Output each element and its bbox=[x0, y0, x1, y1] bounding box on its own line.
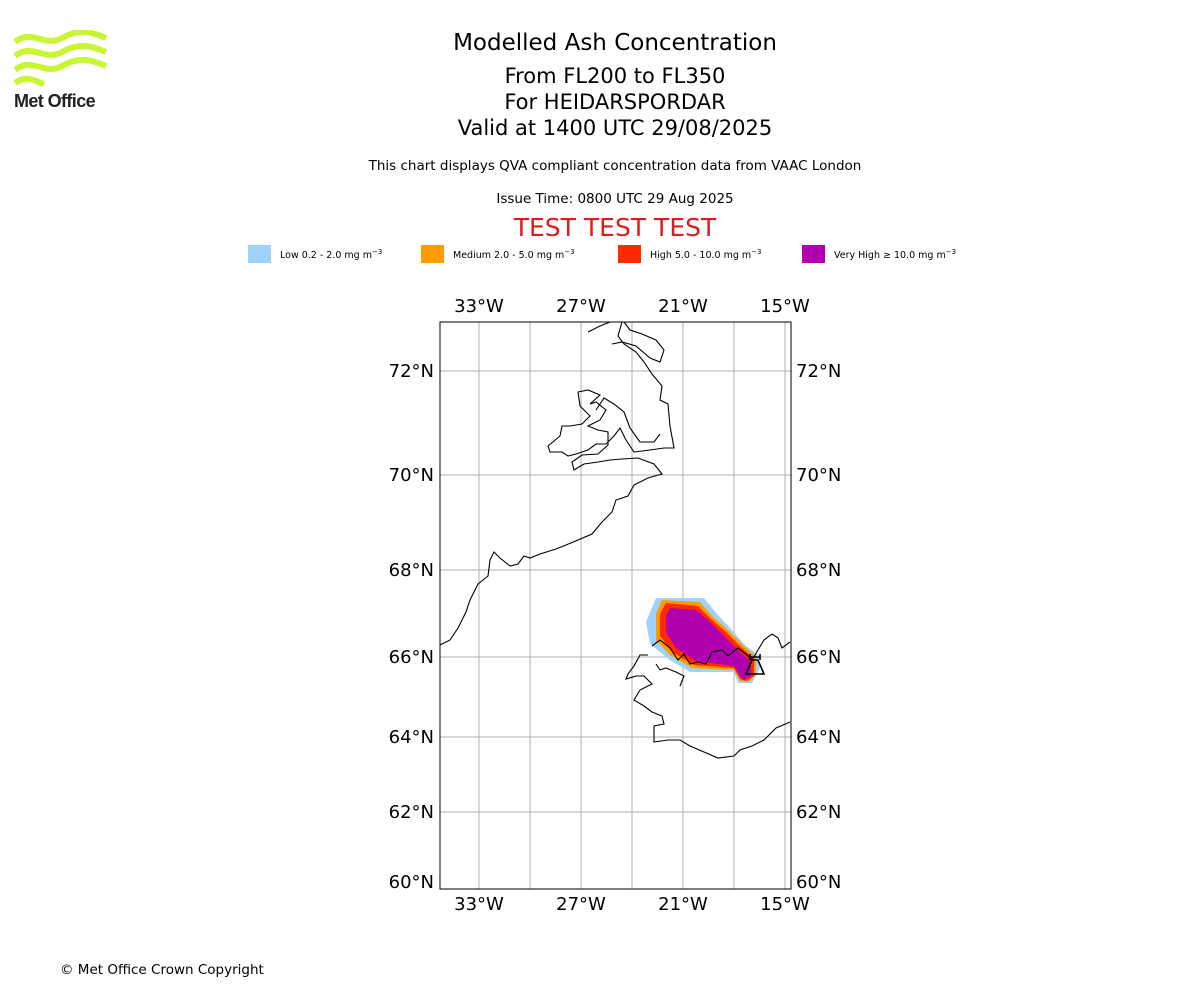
volcano-marker bbox=[744, 654, 766, 675]
logo-wordmark: Met Office bbox=[14, 91, 96, 111]
lat-tick-right: 70°N bbox=[796, 465, 841, 486]
greenland-coast bbox=[439, 321, 675, 646]
legend-label-high: High 5.0 - 10.0 mg m−3 bbox=[650, 247, 762, 261]
copyright-notice: © Met Office Crown Copyright bbox=[60, 962, 264, 978]
legend-item-low: Low 0.2 - 2.0 mg m−3 bbox=[248, 244, 382, 264]
lon-tick-top: 27°W bbox=[556, 296, 606, 317]
iceland-coast bbox=[625, 654, 791, 759]
greenland-coast-north bbox=[587, 321, 665, 363]
lat-ticks-left: 72°N 70°N 68°N 66°N 64°N 62°N 60°N bbox=[389, 361, 434, 893]
lat-tick-right: 72°N bbox=[796, 361, 841, 382]
lat-tick-right: 64°N bbox=[796, 727, 841, 748]
legend-swatch-high bbox=[618, 245, 641, 263]
ash-concentration-area bbox=[646, 598, 760, 683]
ash-contour-very-high bbox=[666, 608, 752, 680]
lat-tick-right: 60°N bbox=[796, 872, 841, 893]
legend-item-medium: Medium 2.0 - 5.0 mg m−3 bbox=[421, 244, 575, 264]
lat-tick-left: 72°N bbox=[389, 361, 434, 382]
lat-tick-left: 68°N bbox=[389, 560, 434, 581]
legend-item-high: High 5.0 - 10.0 mg m−3 bbox=[618, 244, 762, 264]
lon-tick-bottom: 15°W bbox=[760, 894, 810, 915]
legend-item-very-high: Very High ≥ 10.0 mg m−3 bbox=[802, 244, 956, 264]
compliance-note: This chart displays QVA compliant concen… bbox=[368, 158, 862, 174]
valid-time: Valid at 1400 UTC 29/08/2025 bbox=[457, 116, 773, 140]
legend-swatch-very-high bbox=[802, 245, 825, 263]
map-frame bbox=[439, 321, 792, 890]
chart-title: Modelled Ash Concentration bbox=[453, 30, 777, 56]
lon-tick-top: 33°W bbox=[454, 296, 504, 317]
lon-tick-bottom: 27°W bbox=[556, 894, 606, 915]
lon-tick-bottom: 21°W bbox=[658, 894, 708, 915]
lat-tick-right: 66°N bbox=[796, 647, 841, 668]
lat-tick-left: 60°N bbox=[389, 872, 434, 893]
lat-ticks-right: 72°N 70°N 68°N 66°N 64°N 62°N 60°N bbox=[796, 361, 841, 893]
lat-tick-left: 62°N bbox=[389, 802, 434, 823]
lat-tick-left: 70°N bbox=[389, 465, 434, 486]
lat-tick-left: 64°N bbox=[389, 727, 434, 748]
lat-tick-right: 68°N bbox=[796, 560, 841, 581]
lon-tick-top: 15°W bbox=[760, 296, 810, 317]
lon-ticks-top: 33°W 27°W 21°W 15°W bbox=[454, 296, 810, 317]
flight-level-range: From FL200 to FL350 bbox=[504, 64, 726, 88]
legend-label-very-high: Very High ≥ 10.0 mg m−3 bbox=[834, 247, 957, 261]
volcano-name: For HEIDARSPORDAR bbox=[504, 90, 726, 114]
lat-tick-left: 66°N bbox=[389, 647, 434, 668]
legend-label-medium: Medium 2.0 - 5.0 mg m−3 bbox=[453, 247, 575, 261]
lon-tick-top: 21°W bbox=[658, 296, 708, 317]
legend-label-low: Low 0.2 - 2.0 mg m−3 bbox=[280, 247, 383, 261]
coastlines bbox=[439, 321, 791, 759]
lon-ticks-bottom: 33°W 27°W 21°W 15°W bbox=[454, 894, 810, 915]
greenland-inlet bbox=[595, 397, 661, 443]
lon-tick-bottom: 33°W bbox=[454, 894, 504, 915]
met-office-logo bbox=[14, 30, 108, 87]
map-gridlines bbox=[440, 322, 791, 889]
lat-tick-right: 62°N bbox=[796, 802, 841, 823]
iceland-west-fjords bbox=[655, 663, 685, 687]
legend-swatch-low bbox=[248, 245, 271, 263]
legend-swatch-medium bbox=[421, 245, 444, 263]
iceland-north-coast bbox=[651, 633, 791, 665]
issue-time: Issue Time: 0800 UTC 29 Aug 2025 bbox=[496, 191, 734, 207]
test-banner: TEST TEST TEST bbox=[513, 213, 717, 242]
